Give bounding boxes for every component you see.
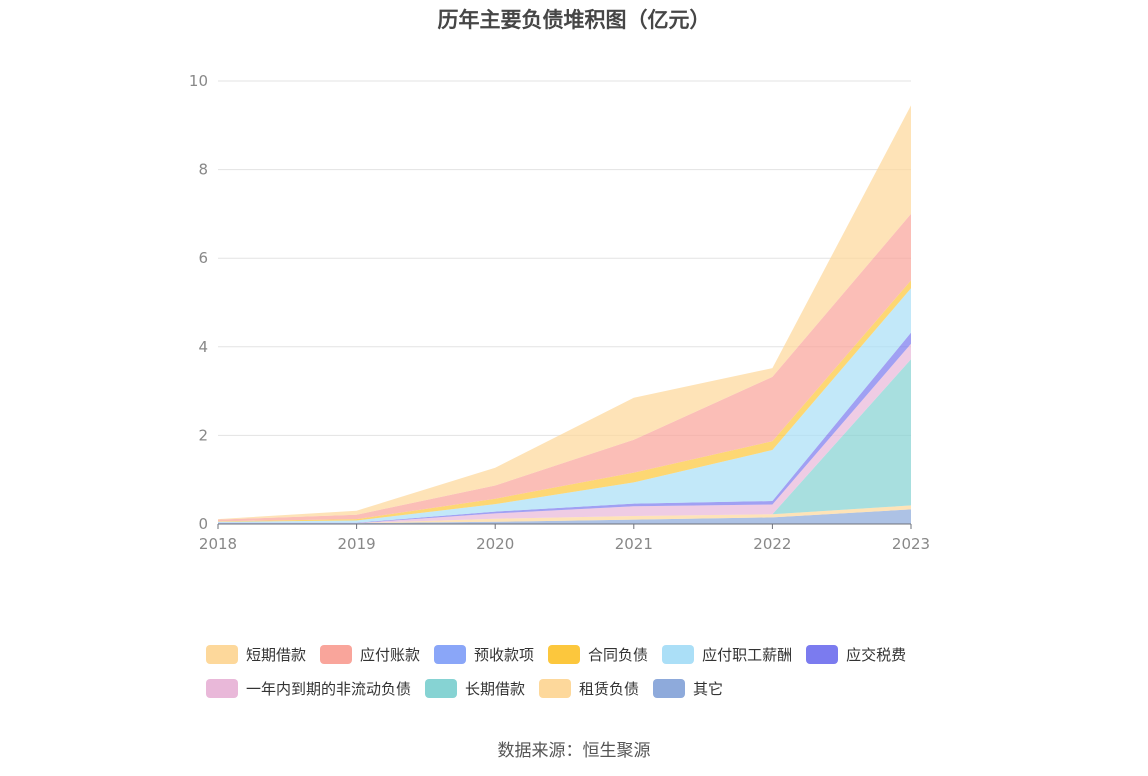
- y-tick-label: 10: [189, 72, 208, 90]
- legend-label: 预收款项: [474, 645, 535, 664]
- legend-item[interactable]: 合同负债: [548, 644, 648, 665]
- legend-label: 应交税费: [846, 645, 907, 664]
- axes: 0 2 4 6 8 10 2018 2019 2020 2021 2022 2023: [189, 72, 930, 553]
- y-tick-label: 2: [198, 426, 208, 444]
- area-series-其它[interactable]: [218, 509, 911, 524]
- legend-row: 一年内到期的非流动负债 长期借款 租赁负债 其它: [206, 671, 966, 705]
- legend-item[interactable]: 短期借款: [206, 644, 306, 665]
- legend-swatch: [206, 644, 238, 664]
- legend-swatch: [806, 644, 839, 664]
- area-series-应付账款[interactable]: [218, 213, 911, 522]
- legend-label: 应付账款: [360, 645, 421, 664]
- x-tick-label: 2020: [476, 535, 514, 553]
- area-series-应付职工薪酬[interactable]: [218, 288, 911, 523]
- area-series-租赁负债[interactable]: [218, 505, 911, 524]
- legend-swatch: [653, 678, 686, 698]
- legend-row: 短期借款 应付账款 预收款项 合同负债 应付职工薪酬 应交税费: [206, 637, 966, 671]
- legend-label: 短期借款: [246, 645, 307, 664]
- y-tick-label: 6: [198, 249, 208, 267]
- area-series-短期借款[interactable]: [218, 105, 911, 520]
- legend-label: 长期借款: [465, 679, 526, 698]
- y-tick-label: 4: [198, 338, 208, 356]
- legend-label: 应付职工薪酬: [702, 645, 793, 664]
- y-tick-label: 8: [198, 161, 208, 179]
- legend-item[interactable]: 应付账款: [320, 644, 420, 665]
- x-tick-label: 2019: [338, 535, 376, 553]
- legend-item[interactable]: 租赁负债: [539, 678, 639, 699]
- x-tick-label: 2023: [892, 535, 930, 553]
- legend-swatch: [548, 644, 581, 664]
- legend-swatch: [425, 678, 458, 698]
- legend-label: 一年内到期的非流动负债: [246, 679, 412, 698]
- chart-title: 历年主要负债堆积图（亿元）: [437, 8, 711, 32]
- area-series-长期借款[interactable]: [218, 359, 911, 524]
- legend-item[interactable]: 应付职工薪酬: [662, 644, 792, 665]
- x-tick-label: 2021: [615, 535, 653, 553]
- legend-swatch: [206, 678, 238, 698]
- x-tick-label: 2022: [753, 535, 791, 553]
- y-tick-label: 0: [198, 515, 208, 533]
- data-source-note: 数据来源：恒生聚源: [497, 741, 651, 761]
- legend-item[interactable]: 应交税费: [806, 644, 906, 665]
- x-tick-label: 2018: [199, 535, 237, 553]
- legend-label: 合同负债: [588, 645, 649, 664]
- legend-item[interactable]: 预收款项: [434, 644, 534, 665]
- legend-swatch: [434, 644, 467, 664]
- legend-swatch: [539, 678, 572, 698]
- legend-item[interactable]: 其它: [653, 678, 723, 699]
- legend-label: 租赁负债: [579, 679, 640, 698]
- legend-swatch: [662, 644, 695, 664]
- legend: 短期借款 应付账款 预收款项 合同负债 应付职工薪酬 应交税费一年内到期的非流动负债 长期借…: [206, 637, 966, 705]
- area-series: [218, 105, 911, 524]
- legend-item[interactable]: 一年内到期的非流动负债: [206, 678, 411, 699]
- legend-item[interactable]: 长期借款: [425, 678, 525, 699]
- legend-swatch: [320, 644, 353, 664]
- stacked-area-chart: 0 2 4 6 8 10 2018 2019 2020 2021 2022 2023: [189, 72, 930, 553]
- legend-label: 其它: [693, 679, 724, 698]
